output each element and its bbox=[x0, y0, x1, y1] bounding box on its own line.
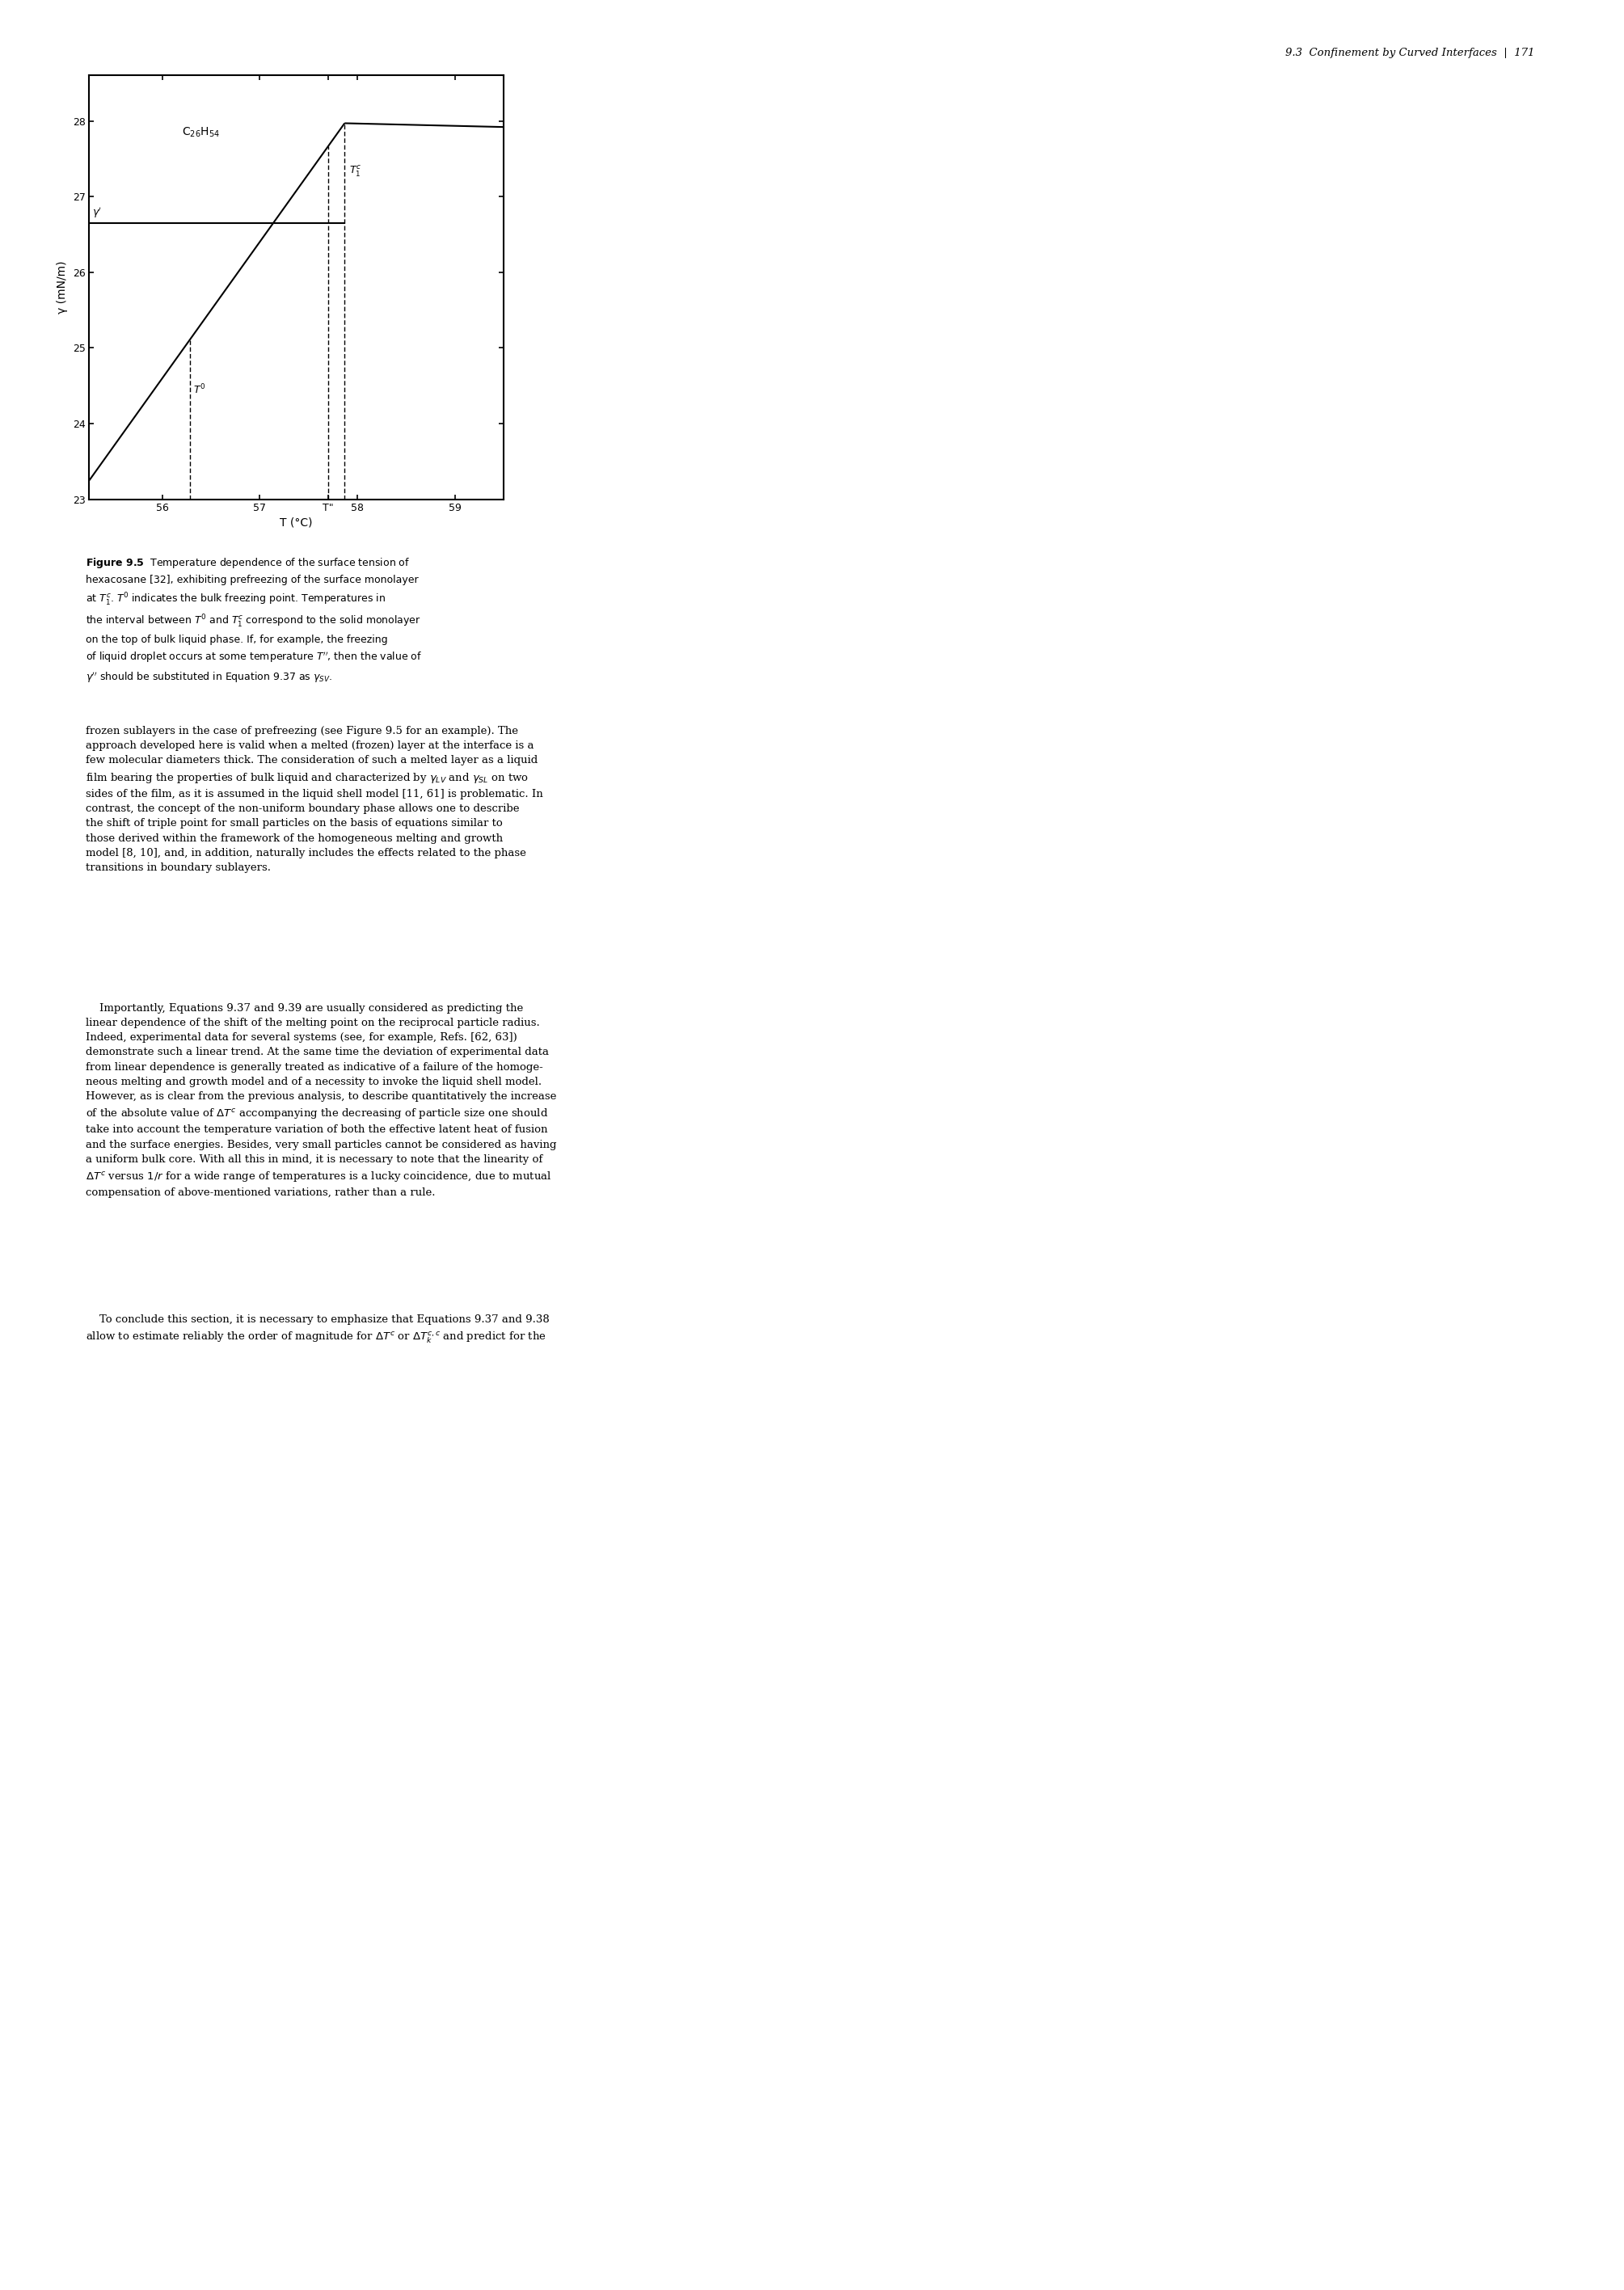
Text: To conclude this section, it is necessary to emphasize that Equations 9.37 and 9: To conclude this section, it is necessar… bbox=[86, 1314, 551, 1344]
Text: $T^0$: $T^0$ bbox=[193, 382, 206, 396]
Text: $T_1^c$: $T_1^c$ bbox=[349, 165, 362, 179]
Text: $\mathbf{Figure\ 9.5}$  Temperature dependence of the surface tension of
hexacos: $\mathbf{Figure\ 9.5}$ Temperature depen… bbox=[86, 556, 422, 685]
X-axis label: T (°C): T (°C) bbox=[279, 518, 313, 529]
Text: $\gamma'$: $\gamma'$ bbox=[93, 206, 102, 220]
Y-axis label: γ (mN/m): γ (mN/m) bbox=[57, 261, 68, 314]
Text: C$_{26}$H$_{54}$: C$_{26}$H$_{54}$ bbox=[182, 126, 219, 140]
Text: Importantly, Equations 9.37 and 9.39 are usually considered as predicting the
li: Importantly, Equations 9.37 and 9.39 are… bbox=[86, 1003, 557, 1198]
Text: frozen sublayers in the case of prefreezing (see Figure 9.5 for an example). The: frozen sublayers in the case of prefreez… bbox=[86, 726, 544, 872]
Text: 9.3  Confinement by Curved Interfaces  |  171: 9.3 Confinement by Curved Interfaces | 1… bbox=[1286, 48, 1535, 60]
